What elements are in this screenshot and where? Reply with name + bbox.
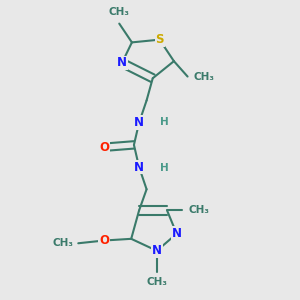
Text: O: O [99,141,109,154]
Text: N: N [172,227,182,240]
Text: O: O [99,234,109,247]
Text: CH₃: CH₃ [146,278,167,287]
Text: H: H [160,117,169,127]
Text: CH₃: CH₃ [189,206,210,215]
Text: N: N [134,116,144,129]
Text: CH₃: CH₃ [109,8,130,17]
Text: N: N [134,160,144,174]
Text: CH₃: CH₃ [52,238,73,248]
Text: N: N [152,244,162,257]
Text: S: S [155,33,164,46]
Text: N: N [117,56,127,69]
Text: CH₃: CH₃ [194,71,215,82]
Text: H: H [160,163,169,173]
